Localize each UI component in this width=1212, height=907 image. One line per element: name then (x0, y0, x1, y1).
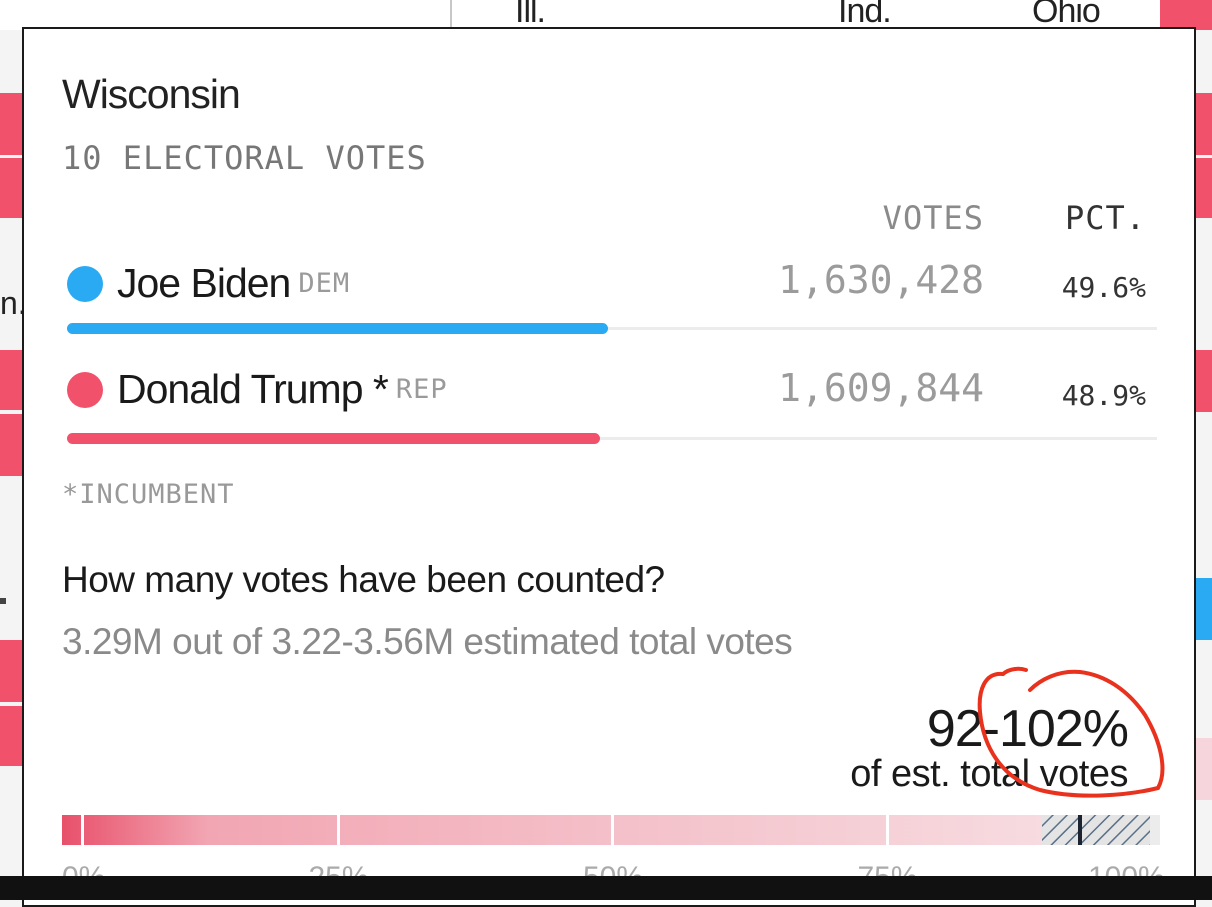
background-col-ohio: Ohio (1032, 0, 1101, 30)
electoral-votes: 10 ELECTORAL VOTES (62, 139, 427, 177)
estimated-range-pct: 92-102% (926, 700, 1129, 758)
state-result-popup: Wisconsin 10 ELECTORAL VOTES VOTES PCT. … (22, 27, 1196, 907)
candidate-row-trump: Donald Trump * REP (67, 366, 448, 413)
vote-share-track (67, 433, 1157, 444)
progress-separator (337, 815, 340, 845)
progress-marker (1078, 815, 1082, 845)
votes-counted-question: How many votes have been counted? (62, 559, 665, 600)
candidate-row-biden: Joe Biden DEM (67, 260, 350, 307)
progress-estimate-range (1042, 815, 1150, 845)
background-cell (0, 414, 22, 476)
dem-dot-icon (67, 265, 103, 302)
background-cell (0, 350, 22, 410)
candidate-votes: 1,609,844 (778, 366, 984, 410)
background-cell (1196, 578, 1212, 640)
pct-column-header: PCT. (1064, 199, 1146, 237)
estimated-range-label: of est. total votes (850, 753, 1128, 795)
screen-bottom-bar (0, 876, 1212, 900)
state-name: Wisconsin (62, 71, 241, 117)
background-cell (1196, 93, 1212, 155)
background-dot (0, 598, 6, 604)
background-cell (0, 706, 22, 766)
candidate-votes: 1,630,428 (778, 258, 984, 302)
background-cell (1196, 738, 1212, 800)
votes-column-header: VOTES (882, 199, 984, 237)
background-cell (0, 158, 22, 218)
vote-share-bar-biden (67, 323, 608, 334)
votes-counted-text: 3.29M out of 3.22-3.56M estimated total … (62, 621, 793, 662)
rep-dot-icon (67, 371, 103, 408)
vote-share-bar-trump (67, 433, 600, 444)
background-cell (0, 93, 22, 155)
background-cell (1196, 158, 1212, 218)
progress-separator (611, 815, 614, 845)
candidate-pct: 48.9% (1061, 379, 1146, 412)
progress-separator (81, 815, 84, 845)
background-cell (0, 640, 22, 702)
background-divider (450, 0, 452, 30)
progress-separator (886, 815, 889, 845)
progress-quarter-separators (81, 815, 889, 845)
vote-share-track (67, 323, 1157, 334)
incumbent-note: *INCUMBENT (62, 479, 235, 510)
candidate-name: Donald Trump * (117, 366, 389, 412)
candidate-pct: 49.6% (1061, 271, 1146, 304)
votes-counted-progress-bar (62, 815, 1160, 845)
candidate-name: Joe Biden (117, 260, 291, 306)
progress-counted-fill (62, 815, 1042, 845)
background-table-header (0, 0, 1212, 30)
background-col-ind: Ind. (838, 0, 892, 30)
candidate-party: DEM (298, 268, 351, 299)
background-cell (1160, 0, 1212, 30)
candidate-party: REP (395, 374, 448, 405)
background-col-ill: Ill. (515, 0, 546, 30)
background-cell (1196, 350, 1212, 412)
